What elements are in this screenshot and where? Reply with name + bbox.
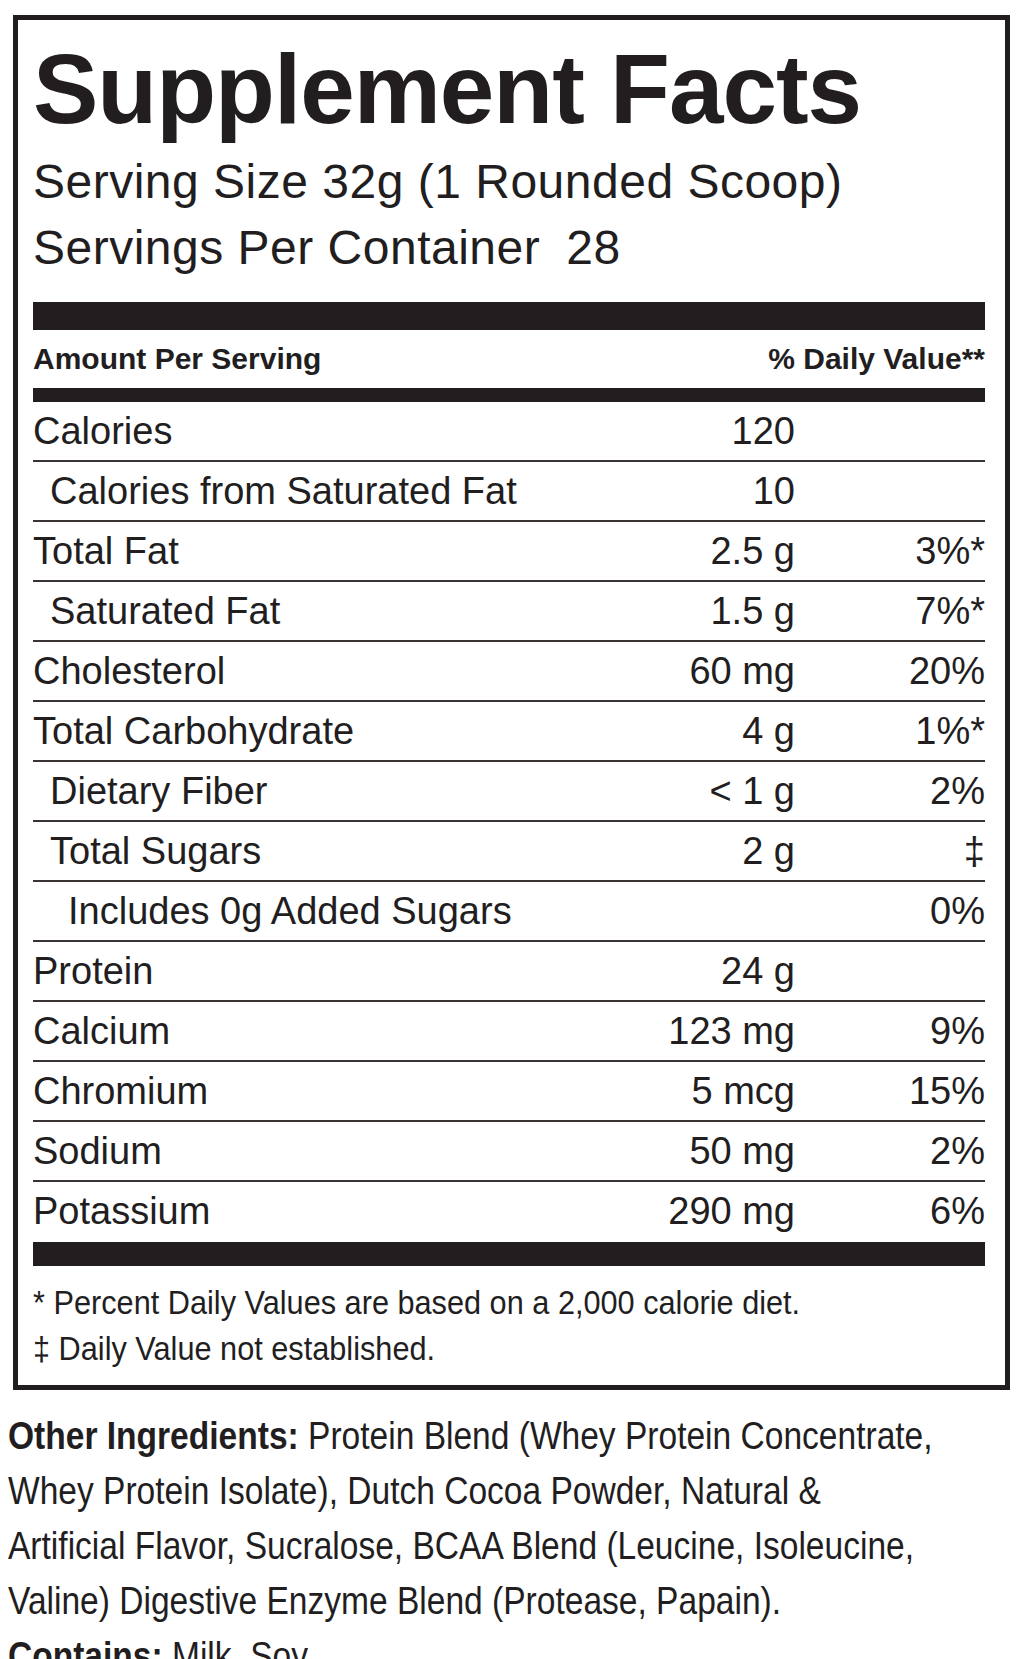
nutrient-amount: 10 bbox=[753, 470, 795, 513]
nutrient-name: Calories bbox=[33, 410, 172, 453]
nutrient-daily-value: 3%* bbox=[915, 530, 985, 573]
nutrient-name: Calories from Saturated Fat bbox=[33, 470, 517, 513]
servings-per-container-line: Servings Per Container 28 bbox=[33, 220, 985, 276]
other-ingredients-line: Artificial Flavor, Sucralose, BCAA Blend… bbox=[8, 1518, 880, 1573]
nutrient-amount: 2 g bbox=[742, 830, 795, 873]
nutrient-name: Total Fat bbox=[33, 530, 179, 573]
footnote-line: * Percent Daily Values are based on a 2,… bbox=[33, 1280, 918, 1326]
daily-value-header: % Daily Value** bbox=[768, 342, 985, 376]
servings-per-container-label: Servings Per Container bbox=[33, 220, 540, 276]
serving-size-line: Serving Size 32g (1 Rounded Scoop) bbox=[33, 154, 985, 210]
nutrient-row: Protein 24 g bbox=[33, 942, 985, 1000]
divider-medium bbox=[33, 388, 985, 402]
nutrient-daily-value: 2% bbox=[930, 770, 985, 813]
nutrient-name: Sodium bbox=[33, 1130, 162, 1173]
other-ingredients-line: Whey Protein Isolate), Dutch Cocoa Powde… bbox=[8, 1463, 880, 1518]
nutrient-row: Calories from Saturated Fat 10 bbox=[33, 462, 985, 520]
nutrient-name: Protein bbox=[33, 950, 153, 993]
nutrient-daily-value: 6% bbox=[930, 1190, 985, 1233]
contains-label: Contains: bbox=[8, 1634, 163, 1659]
panel-title: Supplement Facts bbox=[33, 40, 985, 138]
nutrient-row: Total Fat 2.5 g 3%* bbox=[33, 522, 985, 580]
other-ingredients-line: Other Ingredients: Protein Blend (Whey P… bbox=[8, 1408, 880, 1463]
nutrient-row: Calories 120 bbox=[33, 402, 985, 460]
nutrient-name: Potassium bbox=[33, 1190, 210, 1233]
nutrient-amount: 4 g bbox=[742, 710, 795, 753]
nutrient-name: Includes 0g Added Sugars bbox=[33, 890, 512, 933]
nutrient-row: Sodium 50 mg 2% bbox=[33, 1122, 985, 1180]
servings-per-container-value: 28 bbox=[566, 220, 620, 276]
nutrient-daily-value: 20% bbox=[909, 650, 985, 693]
nutrient-row: Dietary Fiber < 1 g 2% bbox=[33, 762, 985, 820]
nutrient-amount: < 1 g bbox=[709, 770, 795, 813]
footnotes: * Percent Daily Values are based on a 2,… bbox=[33, 1280, 985, 1372]
nutrient-amount: 5 mcg bbox=[692, 1070, 795, 1113]
supplement-facts-panel: Supplement Facts Serving Size 32g (1 Rou… bbox=[13, 15, 1010, 1390]
nutrient-row: Chromium 5 mcg 15% bbox=[33, 1062, 985, 1120]
nutrient-daily-value: 7%* bbox=[915, 590, 985, 633]
nutrient-amount: 290 mg bbox=[668, 1190, 795, 1233]
nutrient-name: Total Carbohydrate bbox=[33, 710, 354, 753]
other-ingredients-text: Protein Blend (Whey Protein Concentrate, bbox=[308, 1414, 933, 1457]
nutrient-daily-value: 9% bbox=[930, 1010, 985, 1053]
nutrient-amount: 123 mg bbox=[668, 1010, 795, 1053]
other-ingredients-section: Other Ingredients: Protein Blend (Whey P… bbox=[8, 1408, 1022, 1659]
nutrient-row: Total Sugars 2 g ‡ bbox=[33, 822, 985, 880]
contains-line: Contains: Milk, Soy. bbox=[8, 1628, 880, 1659]
nutrient-name: Cholesterol bbox=[33, 650, 225, 693]
nutrient-name: Dietary Fiber bbox=[33, 770, 268, 813]
nutrient-row: Includes 0g Added Sugars 0% bbox=[33, 882, 985, 940]
nutrient-amount: 50 mg bbox=[689, 1130, 795, 1173]
other-ingredients-label: Other Ingredients: bbox=[8, 1414, 299, 1457]
nutrient-daily-value: 0% bbox=[930, 890, 985, 933]
nutrient-rows: Calories 120 Calories from Saturated Fat 10… bbox=[33, 402, 985, 1240]
nutrient-name: Saturated Fat bbox=[33, 590, 280, 633]
nutrient-daily-value: 2% bbox=[930, 1130, 985, 1173]
amount-per-serving-header: Amount Per Serving bbox=[33, 342, 321, 376]
footnote-line: ‡ Daily Value not established. bbox=[33, 1326, 918, 1372]
nutrient-amount: 2.5 g bbox=[710, 530, 795, 573]
nutrient-amount: 24 g bbox=[721, 950, 795, 993]
nutrient-daily-value: 15% bbox=[909, 1070, 985, 1113]
nutrient-amount: 60 mg bbox=[689, 650, 795, 693]
nutrient-amount: 1.5 g bbox=[710, 590, 795, 633]
column-header-row: Amount Per Serving % Daily Value** bbox=[33, 330, 985, 388]
nutrient-row: Saturated Fat 1.5 g 7%* bbox=[33, 582, 985, 640]
nutrient-name: Chromium bbox=[33, 1070, 208, 1113]
nutrient-name: Calcium bbox=[33, 1010, 170, 1053]
contains-text: Milk, Soy. bbox=[172, 1634, 315, 1659]
nutrient-row: Potassium 290 mg 6% bbox=[33, 1182, 985, 1240]
nutrient-row: Total Carbohydrate 4 g 1%* bbox=[33, 702, 985, 760]
divider-thick-bottom bbox=[33, 1242, 985, 1266]
nutrient-daily-value: 1%* bbox=[915, 710, 985, 753]
divider-thick-top bbox=[33, 302, 985, 330]
nutrient-amount: 120 bbox=[732, 410, 795, 453]
nutrient-daily-value: ‡ bbox=[964, 830, 985, 873]
nutrient-row: Cholesterol 60 mg 20% bbox=[33, 642, 985, 700]
nutrient-row: Calcium 123 mg 9% bbox=[33, 1002, 985, 1060]
nutrient-name: Total Sugars bbox=[33, 830, 261, 873]
other-ingredients-line: Valine) Digestive Enzyme Blend (Protease… bbox=[8, 1573, 880, 1628]
